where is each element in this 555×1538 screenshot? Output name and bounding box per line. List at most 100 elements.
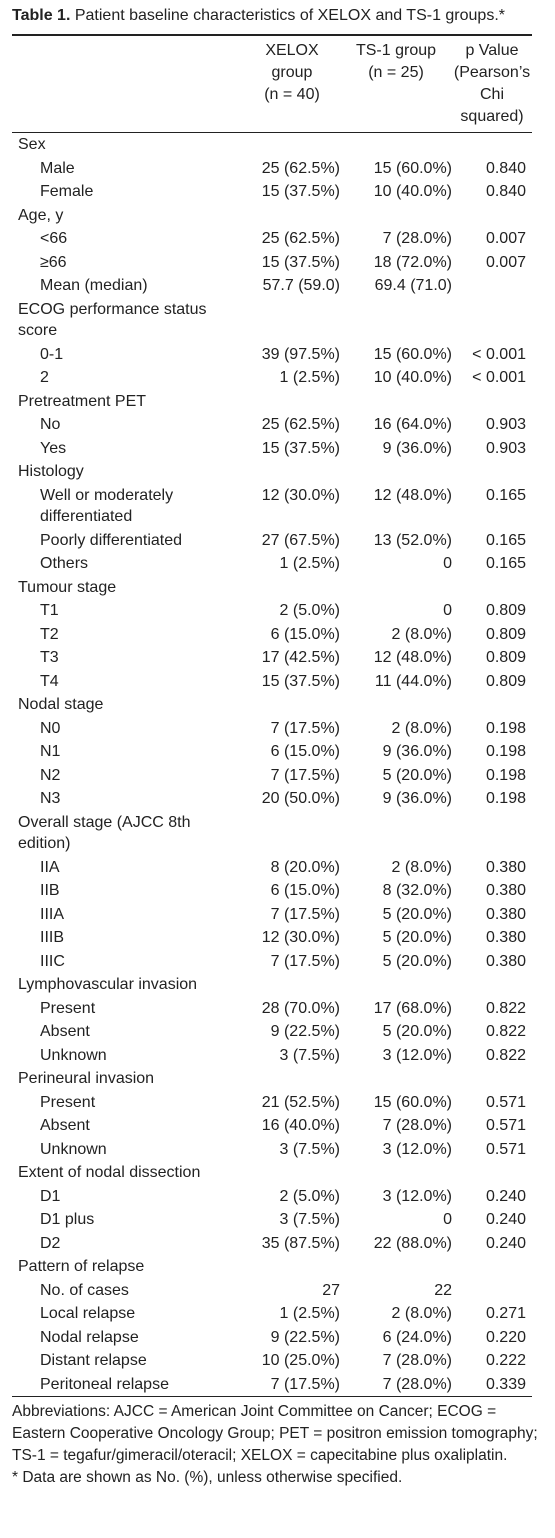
value-cell: 3 (7.5%) — [279, 1140, 340, 1158]
data-row: IIIC 7 (17.5%) 5 (20.0%) 0.380 — [12, 950, 532, 974]
value-cell: 0.840 — [485, 183, 526, 200]
value-cell: 22 — [434, 1281, 452, 1299]
empty-cell — [244, 1161, 340, 1185]
header-line: (n = 25) — [368, 64, 424, 81]
value-cell: 25 (62.5%) — [261, 416, 340, 433]
row-label: Female — [40, 183, 94, 200]
data-row: D2 35 (87.5%) 22 (88.0%) 0.240 — [12, 1232, 532, 1256]
value-cell: 15 (37.5%) — [261, 439, 340, 457]
data-row: Peritoneal relapse 7 (17.5%) 7 (28.0%) 0.33… — [12, 1373, 532, 1397]
value-cell: 27 (67.5%) — [261, 531, 340, 549]
value-cell: 69.4 (71.0) — [374, 277, 452, 294]
row-label: IIB — [40, 882, 60, 899]
row-label: N1 — [40, 743, 61, 760]
value-cell: 5 (20.0%) — [382, 952, 452, 970]
row-label: D1 — [40, 1187, 61, 1205]
value-cell: 9 (22.5%) — [270, 1328, 340, 1346]
value-cell: 9 (36.0%) — [382, 790, 452, 807]
value-cell: 0 — [443, 602, 452, 619]
value-cell: 10 (25.0%) — [261, 1352, 340, 1369]
data-row: N3 20 (50.0%) 9 (36.0%) 0.198 — [12, 787, 532, 811]
header-line: XELOX — [265, 42, 319, 59]
value-cell: 0.240 — [485, 1211, 526, 1228]
empty-cell — [244, 1255, 340, 1279]
value-cell: 7 (28.0%) — [382, 1352, 452, 1369]
empty-cell — [340, 973, 452, 997]
value-cell: 22 (88.0%) — [373, 1234, 452, 1252]
section-row: Tumour stage — [12, 576, 532, 600]
value-cell: 9 (36.0%) — [382, 743, 452, 760]
section-row: Pretreatment PET — [12, 390, 532, 414]
section-label: Perineural invasion — [18, 1070, 155, 1087]
page: Table 1. Patient baseline characteristic… — [12, 6, 545, 1486]
row-label: Distant relapse — [40, 1352, 147, 1369]
table-body: Sex Male 25 (62.5%) 15 (60.0%) 0.840 Female 15… — [12, 133, 532, 1397]
row-label: No. of cases — [40, 1281, 129, 1299]
data-row: Unknown 3 (7.5%) 3 (12.0%) 0.822 — [12, 1044, 532, 1068]
value-cell — [452, 274, 532, 298]
data-row: D1 plus 3 (7.5%) 0 0.240 — [12, 1208, 532, 1232]
value-cell: 18 (72.0%) — [373, 253, 452, 271]
row-label: D1 plus — [40, 1211, 95, 1228]
data-row: Absent 9 (22.5%) 5 (20.0%) 0.822 — [12, 1020, 532, 1044]
title-text: Patient baseline characteristics of XELO… — [74, 7, 505, 24]
data-row: Well or moderately differentiated 12 (30.… — [12, 484, 532, 529]
data-row: Unknown 3 (7.5%) 3 (12.0%) 0.571 — [12, 1138, 532, 1162]
row-label: IIIC — [40, 952, 65, 970]
title-label: Table 1. — [12, 7, 71, 24]
value-cell: 2 (8.0%) — [391, 625, 452, 643]
value-cell: 35 (87.5%) — [261, 1234, 340, 1252]
value-cell: 2 (8.0%) — [391, 719, 452, 737]
row-label: 2 — [40, 369, 49, 386]
empty-cell — [244, 576, 340, 600]
empty-cell — [244, 390, 340, 414]
row-label: 0-1 — [40, 345, 64, 363]
header-line: squared) — [460, 108, 524, 125]
empty-cell — [244, 1067, 340, 1091]
section-row: Age, y — [12, 204, 532, 228]
data-row: T2 6 (15.0%) 2 (8.0%) 0.809 — [12, 623, 532, 647]
empty-cell — [340, 693, 452, 717]
empty-cell — [340, 811, 452, 856]
data-row: 0-1 39 (97.5%) 15 (60.0%) < 0.001 — [12, 343, 532, 367]
value-cell: 3 (7.5%) — [279, 1211, 340, 1228]
value-cell: 25 (62.5%) — [261, 159, 340, 177]
empty-cell — [244, 298, 340, 343]
value-cell: 17 (42.5%) — [261, 649, 340, 666]
value-cell: 13 (52.0%) — [373, 531, 452, 549]
value-cell: 0.380 — [485, 882, 526, 899]
value-cell: 0.198 — [485, 766, 526, 784]
row-label: N3 — [40, 790, 61, 807]
value-cell: 0.339 — [485, 1375, 526, 1393]
data-row: Yes 15 (37.5%) 9 (36.0%) 0.903 — [12, 437, 532, 461]
row-label: D2 — [40, 1234, 61, 1252]
empty-cell — [452, 133, 532, 157]
value-cell: 0 — [443, 1211, 452, 1228]
data-row: T1 2 (5.0%) 0 0.809 — [12, 599, 532, 623]
value-cell: 15 (37.5%) — [261, 672, 340, 690]
row-label: Present — [40, 999, 96, 1017]
section-label: Sex — [18, 136, 46, 153]
row-label: T3 — [40, 649, 59, 666]
value-cell: 12 (48.0%) — [373, 649, 452, 666]
value-cell: 39 (97.5%) — [261, 345, 340, 363]
value-cell: 10 (40.0%) — [373, 183, 452, 200]
value-cell: 0.571 — [485, 1140, 526, 1158]
value-cell: 0.165 — [485, 531, 526, 549]
value-cell: 1 (2.5%) — [279, 1305, 340, 1322]
table-title: Table 1. Patient baseline characteristic… — [12, 6, 545, 26]
value-cell: 2 (5.0%) — [279, 602, 340, 619]
data-row: IIB 6 (15.0%) 8 (32.0%) 0.380 — [12, 879, 532, 903]
value-cell: 0.903 — [485, 416, 526, 433]
section-label: Age, y — [18, 206, 64, 224]
empty-cell — [244, 204, 340, 228]
value-cell: 20 (50.0%) — [261, 790, 340, 807]
value-cell: 15 (60.0%) — [373, 345, 452, 363]
header-row: XELOX group (n = 40) TS-1 group (n = 25) p Va… — [12, 35, 532, 133]
value-cell: 0.240 — [485, 1234, 526, 1252]
value-cell: 11 (44.0%) — [374, 672, 452, 690]
data-row: Female 15 (37.5%) 10 (40.0%) 0.840 — [12, 180, 532, 204]
header-line: (Pearson’s — [453, 64, 531, 81]
header-line: p Value — [465, 42, 519, 59]
empty-cell — [244, 133, 340, 157]
